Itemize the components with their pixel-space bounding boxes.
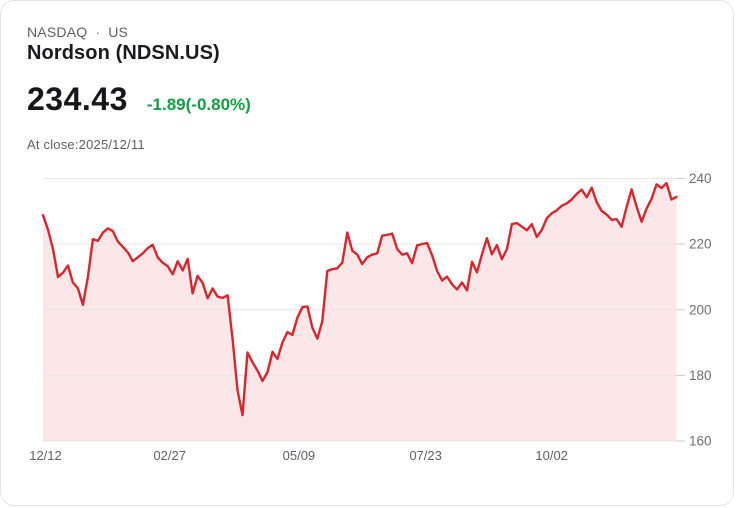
y-axis-label: 200: [689, 302, 712, 317]
price-line-series: [41, 181, 678, 417]
price-row: 234.43 -1.89(-0.80%): [27, 83, 251, 115]
exchange-label: NASDAQ: [27, 24, 88, 40]
x-axis-label: 05/09: [283, 448, 316, 463]
y-axis-label: 240: [689, 171, 712, 186]
price-area-fill: [43, 183, 677, 441]
x-axis-label: 07/23: [409, 448, 442, 463]
x-axis-label: 02/27: [153, 448, 186, 463]
last-price: 234.43: [27, 81, 128, 117]
y-axis-label: 220: [689, 237, 712, 252]
x-axis-label: 12/12: [29, 448, 62, 463]
market-info-line: NASDAQ · US: [27, 24, 128, 40]
stock-name-title: Nordson (NDSN.US): [27, 42, 220, 64]
price-change: -1.89(-0.80%): [146, 95, 251, 114]
separator-dot: ·: [95, 24, 101, 40]
y-axis-label: 180: [689, 368, 712, 383]
x-axis-label: 10/02: [535, 448, 568, 463]
y-axis-label: 160: [689, 434, 712, 449]
at-close-timestamp: At close:2025/12/11: [27, 137, 145, 152]
region-label: US: [108, 24, 129, 40]
